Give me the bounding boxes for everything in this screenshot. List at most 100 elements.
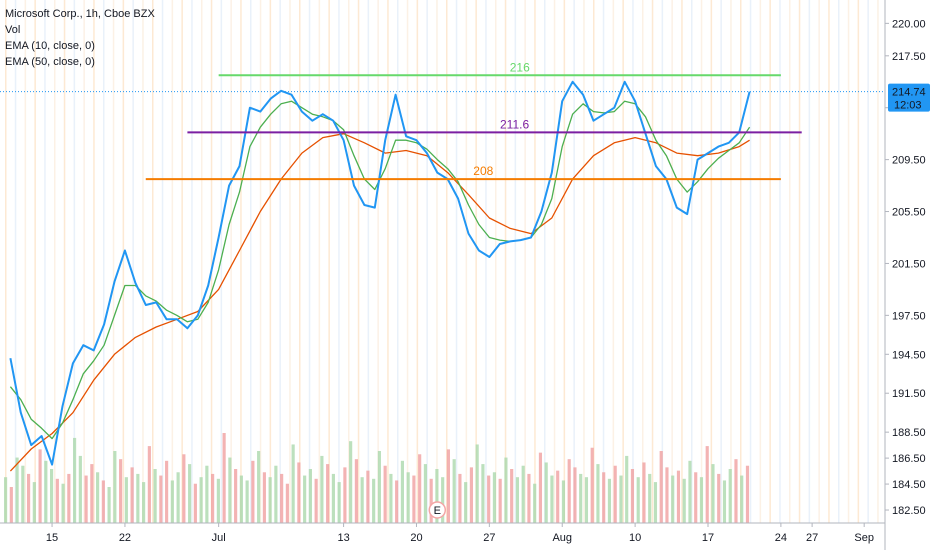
session-stripe — [544, 0, 546, 523]
volume-bar — [544, 462, 548, 523]
volume-bar — [366, 470, 370, 523]
volume-bar — [642, 462, 646, 523]
volume-bar — [383, 465, 387, 523]
volume-bar — [9, 487, 13, 523]
volume-bar — [567, 459, 571, 523]
level-label-216: 216 — [510, 60, 530, 74]
level-lines: 216 211.6 208 — [145, 60, 802, 181]
volume-bar — [147, 446, 151, 523]
session-stripe — [700, 0, 703, 523]
session-stripe — [152, 0, 154, 523]
session-stripe — [289, 0, 291, 523]
session-stripe — [5, 0, 7, 523]
session-stripe — [857, 0, 860, 523]
session-stripe — [259, 0, 262, 523]
volume-bar — [297, 462, 301, 523]
price-series — [9, 80, 751, 466]
volume-bar — [55, 478, 59, 523]
volume-bar — [630, 469, 635, 523]
session-stripe — [514, 0, 517, 523]
volume-bar — [538, 452, 543, 523]
volume-bar — [481, 464, 485, 523]
volume-bar — [406, 472, 410, 523]
session-stripe — [63, 0, 66, 523]
volume-bar — [458, 473, 462, 523]
legend-volume[interactable]: Vol — [5, 24, 21, 36]
level-label-208: 208 — [473, 164, 493, 178]
volume-bar — [395, 480, 399, 523]
level-label-211.6: 211.6 — [500, 117, 529, 131]
session-stripe — [377, 0, 379, 523]
session-stripe — [83, 0, 85, 523]
session-stripe — [759, 0, 762, 523]
session-stripe — [318, 0, 321, 523]
volume-bar — [211, 473, 215, 523]
volume-bar — [699, 477, 704, 523]
session-stripe — [524, 0, 526, 523]
volume-bar — [510, 469, 514, 523]
session-stripe — [769, 0, 771, 523]
volume-bar — [452, 459, 456, 523]
session-stripe — [838, 0, 840, 523]
x-tick-label: Aug — [552, 532, 572, 544]
session-stripe — [798, 0, 801, 523]
volume-bar — [96, 472, 100, 523]
session-stripe — [642, 0, 644, 523]
volume-bar — [15, 457, 19, 523]
session-stripe — [622, 0, 624, 523]
volume-bar — [142, 482, 146, 523]
ema-50-line — [9, 133, 750, 472]
session-stripe — [730, 0, 732, 523]
session-stripe — [847, 0, 850, 523]
volume-bar — [153, 469, 157, 523]
volume-bar — [504, 457, 508, 523]
session-stripe — [171, 0, 174, 523]
session-stripe — [789, 0, 791, 523]
volume-bar — [343, 467, 347, 523]
y-tick-label: 197.50 — [892, 310, 926, 322]
session-stripe — [749, 0, 752, 523]
volume-bar — [550, 475, 554, 523]
session-stripe — [661, 0, 664, 523]
volume-bar — [291, 444, 295, 523]
session-stripe — [867, 0, 869, 523]
volume-bar — [487, 475, 491, 523]
session-stripe — [201, 0, 203, 523]
volume-bar — [648, 473, 652, 523]
volume-bar — [625, 455, 629, 523]
volume-bar — [280, 473, 284, 523]
session-stripe — [828, 0, 830, 523]
session-stripe — [269, 0, 272, 523]
volume-bar — [176, 472, 180, 523]
x-tick-label: 13 — [337, 532, 349, 544]
price-badge-value: 214.74 — [892, 87, 926, 99]
volume-bar — [717, 473, 721, 523]
session-stripe — [230, 0, 232, 523]
legend-symbol[interactable]: Microsoft Corp., 1h, Cboe BZX — [5, 8, 155, 20]
volume-bar — [239, 475, 243, 523]
session-stripe — [250, 0, 252, 523]
volume-bar — [101, 480, 105, 523]
volume-bar — [27, 473, 31, 523]
session-stripe — [671, 0, 673, 523]
volume-bar — [527, 473, 531, 523]
volume-bar — [722, 480, 727, 523]
volume-bar — [590, 447, 594, 523]
volume-bar — [354, 459, 358, 523]
volume-bar — [372, 478, 376, 523]
volume-bar — [636, 477, 640, 523]
session-stripe — [406, 0, 409, 523]
volume-bar — [113, 451, 117, 523]
session-stripe — [73, 0, 76, 523]
legend-ema-fast[interactable]: EMA (10, close, 0) — [5, 40, 95, 52]
volume-bar — [61, 483, 65, 523]
session-stripe — [495, 0, 497, 523]
volume-bar — [32, 482, 36, 523]
volume-bar — [475, 444, 479, 523]
volume-bar — [515, 477, 520, 523]
x-tick-label: 17 — [702, 532, 714, 544]
price-badge-time: 12:03 — [894, 100, 922, 112]
legend-ema-slow[interactable]: EMA (50, close, 0) — [5, 56, 95, 68]
session-stripe — [357, 0, 360, 523]
